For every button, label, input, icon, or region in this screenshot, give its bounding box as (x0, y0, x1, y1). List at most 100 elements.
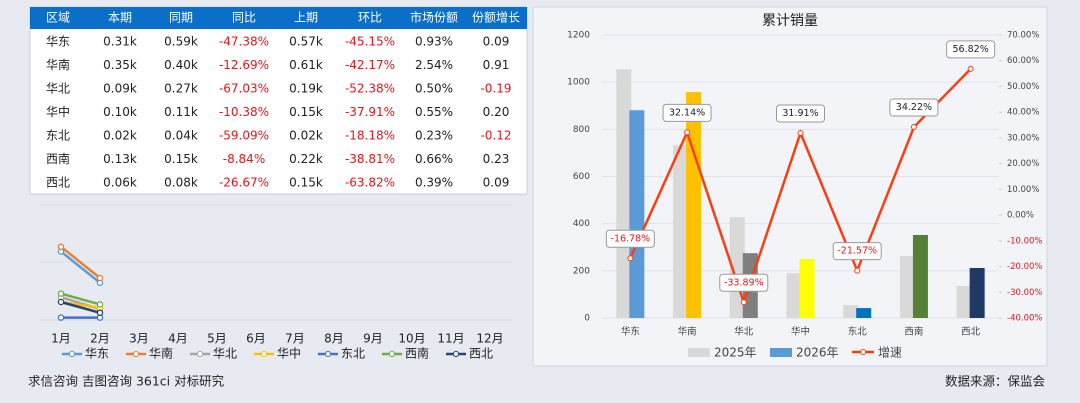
table-cell: 0.23% (415, 129, 453, 143)
table-cell: -12.69% (219, 58, 269, 72)
table-cell: -0.12 (480, 129, 511, 143)
table-cell: 华中 (46, 104, 70, 119)
callout (719, 273, 769, 292)
series-line (60, 292, 101, 306)
y-tick-label: 800 (573, 125, 590, 135)
x-tick-label: 12月 (476, 332, 503, 346)
x-tick-label: 8月 (324, 332, 344, 346)
table-cell: 0.19k (289, 82, 323, 96)
data-label: 34.22% (896, 102, 932, 113)
legend-label: 增速 (878, 346, 902, 360)
table-cell: 0.59k (164, 35, 198, 49)
legend-marker (196, 350, 204, 358)
table-cell: 0.35k (103, 58, 137, 72)
table-header-cell: 份额增长 (472, 11, 520, 25)
table-cell: 0.02k (289, 129, 323, 143)
data-label: 31.91% (782, 108, 818, 119)
y2-tick-label: -10.00% (1007, 236, 1042, 246)
x-tick-label: 华南 (678, 326, 697, 338)
y2-tick-label: 70.00% (1007, 31, 1039, 41)
point (967, 65, 974, 72)
bar (956, 285, 972, 318)
callout (832, 242, 882, 261)
legend-label: 东北 (341, 347, 365, 361)
table-cell: 西北 (46, 176, 70, 190)
y-tick-label: 400 (573, 219, 590, 229)
table-cell: 0.93% (415, 35, 453, 49)
table-header-cell: 上期 (294, 11, 318, 25)
y2-tick-label: -30.00% (1007, 288, 1042, 298)
x-tick-label: 1月 (51, 332, 71, 346)
legend-marker (68, 350, 76, 358)
legend-marker (860, 349, 866, 355)
x-tick-label: 东北 (848, 326, 868, 338)
table-cell: -18.18% (345, 129, 395, 143)
point (96, 274, 104, 282)
point (96, 301, 104, 308)
table-cell: 0.66% (415, 152, 453, 166)
series-line (60, 250, 101, 284)
y-tick-label: 1200 (567, 31, 590, 41)
table-header-bg (30, 7, 527, 29)
legend-label: 华中 (277, 346, 301, 361)
y2-tick-label: 60.00% (1007, 56, 1039, 66)
table-cell: 0.15k (164, 152, 198, 166)
x-tick-label: 西北 (961, 327, 981, 338)
legend-label: 2026年 (796, 346, 839, 360)
data-label: -16.78% (611, 233, 651, 244)
table-header-cell: 同期 (169, 11, 193, 25)
table-cell: 0.11k (164, 105, 198, 119)
point (797, 129, 804, 136)
table-cell: 0.20 (483, 105, 510, 119)
chart-title: 累计销量 (762, 13, 818, 29)
x-tick-label: 11月 (437, 332, 464, 346)
table-header-cell: 本期 (108, 11, 132, 25)
point (627, 255, 634, 262)
point (57, 298, 65, 306)
bar (856, 308, 872, 318)
callout (662, 103, 712, 122)
table-cell: 0.57k (289, 35, 323, 49)
bar (969, 268, 985, 318)
bar (629, 110, 645, 318)
table-cell: 0.09 (483, 35, 510, 49)
table-cell: 0.08k (164, 176, 198, 190)
point (57, 243, 65, 251)
legend-label: 西南 (405, 346, 429, 361)
point (57, 314, 65, 321)
table-cell: -52.38% (345, 82, 395, 96)
callout (889, 98, 939, 117)
bar (843, 305, 859, 318)
table-cell: -8.84% (223, 152, 265, 166)
x-tick-label: 2月 (90, 332, 110, 346)
x-tick-label: 华东 (621, 326, 640, 338)
table-cell: 0.61k (289, 58, 323, 72)
point (740, 299, 747, 306)
legend-marker (260, 350, 268, 358)
point (96, 309, 104, 317)
table-cell: 0.91 (483, 58, 510, 72)
table-cell: -37.91% (345, 105, 395, 119)
y2-tick-label: 30.00% (1007, 133, 1039, 143)
y-tick-label: 1000 (567, 78, 590, 88)
bar (899, 255, 915, 318)
table-cell: 0.13k (103, 152, 137, 166)
series-line (60, 245, 101, 279)
series-line (60, 300, 101, 315)
y2-tick-label: 20.00% (1007, 159, 1039, 169)
footer-left: 求信咨询 吉图咨询 361ci 对标研究 (28, 374, 225, 389)
x-tick-label: 西南 (904, 326, 923, 338)
x-tick-label: 9月 (363, 332, 383, 346)
point (57, 290, 65, 297)
y-tick-label: 600 (573, 172, 590, 182)
footer-right: 数据来源：保监会 (945, 374, 1046, 389)
callout (946, 40, 996, 59)
table-cell: 0.10k (103, 105, 137, 119)
table-cell: 0.09 (483, 176, 510, 190)
bar (786, 273, 802, 318)
table-panel (29, 6, 528, 195)
table-cell: 华北 (46, 82, 70, 96)
y2-tick-label: 0.00% (1007, 211, 1034, 221)
table-cell: 0.40k (164, 58, 198, 72)
table-cell: 0.27k (164, 82, 198, 96)
